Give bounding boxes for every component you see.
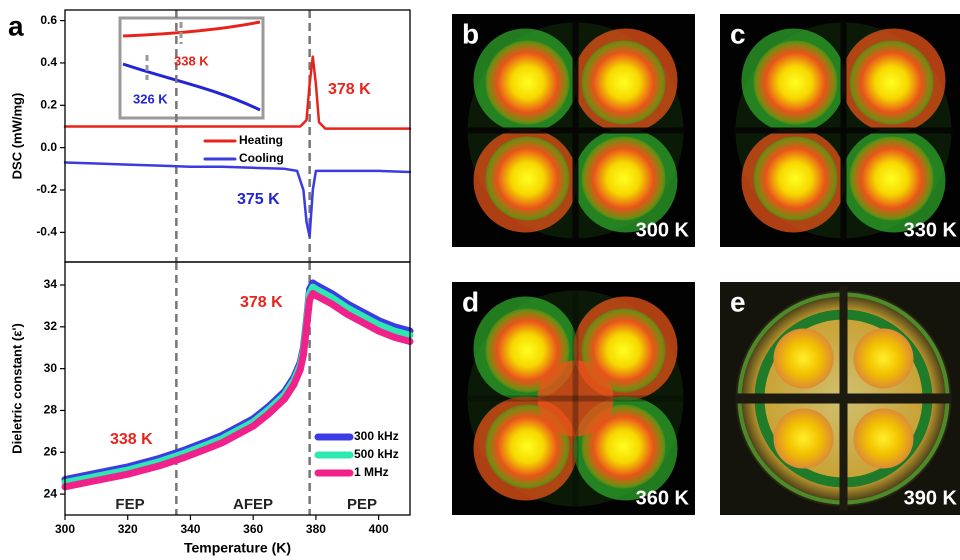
- y-axis-label: DSC (mW/mg): [9, 93, 24, 180]
- cross-bar: [735, 393, 952, 404]
- lobe: [485, 136, 570, 221]
- y-tick-label: 0.2: [40, 97, 57, 111]
- lobe: [753, 136, 838, 221]
- y-tick-label: 0.6: [40, 13, 57, 27]
- y-tick-label: 28: [44, 403, 58, 417]
- annotation: PEP: [347, 496, 377, 513]
- x-tick-label: 340: [180, 522, 200, 536]
- x-tick-label: 400: [369, 522, 389, 536]
- lobe: [849, 136, 934, 221]
- annotation: 338 K: [174, 53, 209, 68]
- lobe: [581, 404, 666, 489]
- series-line: [61, 289, 414, 491]
- cross-bar: [572, 288, 579, 509]
- lobe: [581, 40, 666, 125]
- x-tick-label: 320: [118, 522, 138, 536]
- y-tick-label: 0.4: [40, 55, 57, 69]
- y-tick-label: 26: [44, 444, 58, 458]
- legend-label: Heating: [239, 133, 283, 147]
- series-line: [63, 55, 412, 130]
- image-panel: e 390 K: [720, 282, 960, 515]
- lobe: [485, 40, 570, 125]
- panel-label: c: [730, 18, 746, 49]
- y-tick-label: 0.0: [40, 140, 57, 154]
- temperature-label: 300 K: [636, 219, 690, 241]
- y-tick-label: 34: [44, 277, 58, 291]
- x-tick-label: 360: [243, 522, 263, 536]
- x-tick-label: 380: [306, 522, 326, 536]
- panel-label: e: [730, 286, 746, 317]
- lobe: [581, 308, 666, 393]
- plot-frame: [64, 261, 411, 516]
- lobe: [485, 404, 570, 489]
- series-line: [63, 161, 412, 238]
- lobe: [853, 408, 914, 469]
- temperature-label: 390 K: [904, 487, 958, 509]
- x-axis-label: Temperature (K): [184, 540, 291, 556]
- inset-cooling-curve: [122, 62, 261, 112]
- temperature-label: 330 K: [904, 219, 958, 241]
- center-glow: [537, 360, 614, 437]
- annotation: 378 K: [328, 81, 371, 98]
- lobe: [581, 136, 666, 221]
- legend-label: 1 MHz: [354, 465, 389, 479]
- legend-label: Cooling: [239, 151, 284, 165]
- annotation: 378 K: [240, 294, 283, 311]
- y-tick-label: 30: [44, 361, 58, 375]
- lobe: [773, 328, 834, 389]
- lobe: [485, 308, 570, 393]
- image-panel: b 300 K: [452, 14, 695, 247]
- image-panel: c 330 K: [720, 14, 960, 247]
- annotation: AFEP: [233, 496, 273, 513]
- legend-label: 500 kHz: [354, 447, 399, 461]
- x-tick-label: 300: [55, 522, 75, 536]
- lobe: [853, 328, 914, 389]
- lobe: [753, 40, 838, 125]
- image-panel: d 360 K: [452, 282, 695, 515]
- y-tick-label: 32: [44, 319, 58, 333]
- panel-label: d: [462, 286, 479, 317]
- panel-label: a: [8, 10, 24, 41]
- y-axis-label: Dieletric constant (ε'): [9, 323, 24, 454]
- annotation: 326 K: [133, 91, 168, 106]
- lobe: [773, 408, 834, 469]
- inset-heating-curve: [122, 20, 261, 38]
- cross-bar: [733, 127, 954, 134]
- panel-label: b: [462, 18, 479, 49]
- annotation: 338 K: [110, 431, 153, 448]
- annotation: FEP: [115, 496, 144, 513]
- y-tick-label: -0.4: [36, 225, 57, 239]
- lobe: [849, 40, 934, 125]
- y-tick-label: -0.2: [36, 182, 57, 196]
- cross-bar: [465, 127, 686, 134]
- annotation: 375 K: [237, 191, 280, 208]
- temperature-label: 360 K: [636, 487, 690, 509]
- legend-label: 300 kHz: [354, 429, 399, 443]
- y-tick-label: 24: [44, 486, 58, 500]
- cross-bar: [465, 395, 686, 402]
